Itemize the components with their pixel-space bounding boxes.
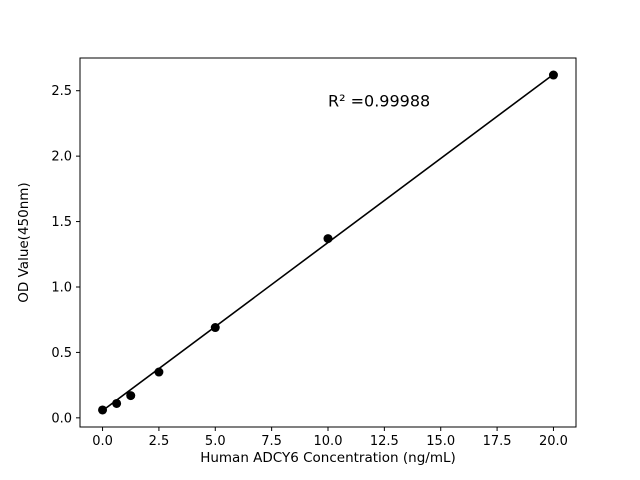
data-point xyxy=(548,70,558,80)
y-tick-label: 1.0 xyxy=(51,280,72,295)
x-tick-label: 5.0 xyxy=(205,434,226,449)
y-tick-label: 0.0 xyxy=(51,411,72,426)
data-point xyxy=(112,398,122,408)
data-point xyxy=(98,405,108,415)
x-tick-label: 15.0 xyxy=(426,434,455,449)
x-tick-label: 17.5 xyxy=(483,434,512,449)
data-series-layer xyxy=(98,70,558,415)
r-squared-annotation: R² =0.99988 xyxy=(328,91,430,110)
y-axis-label: OD Value(450nm) xyxy=(16,182,32,302)
data-point xyxy=(323,234,333,244)
x-axis-label: Human ADCY6 Concentration (ng/mL) xyxy=(200,450,456,466)
y-tick-label: 0.5 xyxy=(51,346,72,361)
y-tick-label: 2.0 xyxy=(51,150,72,165)
x-tick-label: 2.5 xyxy=(149,434,170,449)
x-tick-label: 10.0 xyxy=(314,434,343,449)
axes-layer: 0.0 2.5 5.0 7.5 10.0 12.5 15.0 17.5 20.0 0.0 0.5 1.… xyxy=(51,57,577,449)
y-tick-label: 2.5 xyxy=(51,84,72,99)
y-tick-label: 1.5 xyxy=(51,215,72,230)
data-point xyxy=(126,391,136,401)
x-tick-label: 12.5 xyxy=(370,434,399,449)
x-tick-label: 20.0 xyxy=(539,434,568,449)
x-tick-label: 7.5 xyxy=(261,434,282,449)
x-tick-label: 0.0 xyxy=(92,434,113,449)
data-point xyxy=(210,323,220,333)
data-point xyxy=(154,367,164,377)
